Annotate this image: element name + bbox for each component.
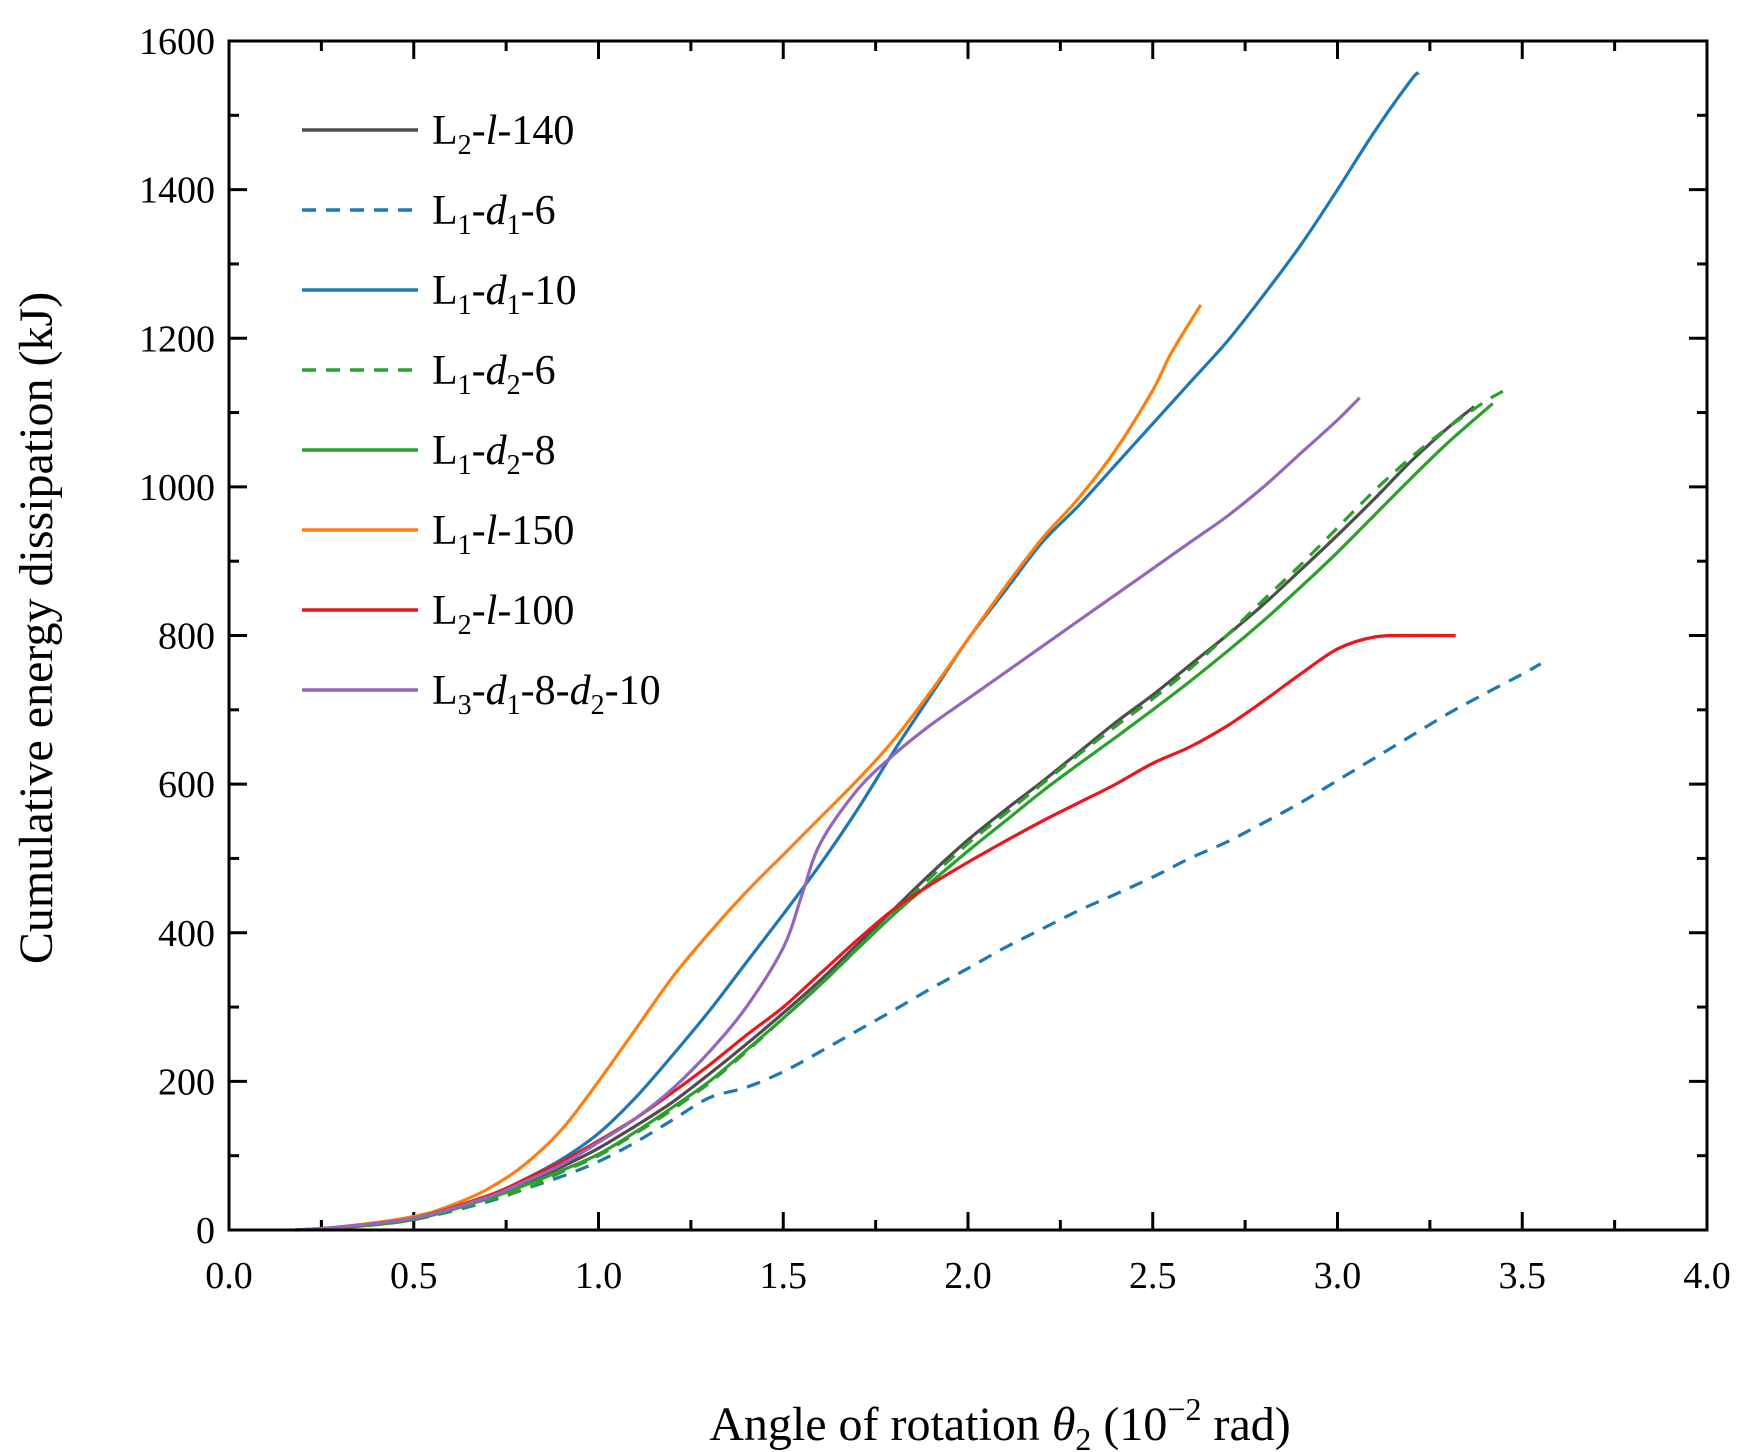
y-tick-label: 800	[158, 616, 215, 658]
series-line-l3-d1-8-d2-10	[295, 396, 1361, 1232]
x-tick-label: 2.5	[1129, 1255, 1177, 1297]
series-lines	[295, 71, 1542, 1232]
x-tick-label: 3.0	[1314, 1255, 1362, 1297]
series-line-l2-l-100	[295, 633, 1456, 1232]
plot-frame	[227, 39, 1709, 1232]
legend-label-l1-d1-10: L1-d1-10	[432, 268, 577, 321]
legend: L2-l-140 L1-d1-6 L1-d1-10 L1-d2-6 L1-d2-8 L1-…	[302, 108, 661, 721]
legend-label-l2-l-100: L2-l-100	[432, 588, 574, 641]
legend-label-l1-d1-6: L1-d1-6	[432, 188, 556, 241]
y-tick-label: 200	[158, 1061, 215, 1103]
x-tick-label: 2.0	[944, 1255, 992, 1297]
legend-label-l1-l-150: L1-l-150	[432, 508, 574, 561]
series-line-l1-d1-10	[295, 71, 1421, 1232]
legend-label-l2-l-140: L2-l-140	[432, 108, 574, 161]
y-tick-label: 0	[196, 1210, 215, 1252]
y-tick-label: 1200	[139, 318, 215, 360]
x-tick-label: 1.5	[760, 1255, 808, 1297]
series-line-l1-d2-8	[295, 402, 1494, 1232]
x-tick-label: 0.5	[390, 1255, 438, 1297]
y-tick-labels: 0 200 400 600 800 1000 1200 1400 1600	[139, 21, 215, 1252]
y-axis-title: Cumulative energy dissipation (kJ)	[10, 292, 63, 964]
y-tick-label: 600	[158, 764, 215, 806]
legend-label-l1-d2-8: L1-d2-8	[432, 428, 556, 481]
series-line-l1-l-150	[295, 303, 1203, 1232]
legend-label-l1-d2-6: L1-d2-6	[432, 348, 556, 401]
x-tick-label: 4.0	[1683, 1255, 1731, 1297]
x-axis-title: Angle of rotation θ2 (10−2 rad)	[709, 1391, 1290, 1452]
y-tick-label: 1400	[139, 170, 215, 212]
x-tick-label: 3.5	[1499, 1255, 1547, 1297]
x-tick-labels: 0.0 0.5 1.0 1.5 2.0 2.5 3.0 3.5 4.0	[205, 1255, 1731, 1297]
series-line-l1-d1-6	[295, 662, 1542, 1232]
y-tick-label: 1000	[139, 467, 215, 509]
axis-ticks	[227, 39, 1709, 1232]
x-tick-label: 1.0	[575, 1255, 623, 1297]
y-tick-label: 400	[158, 913, 215, 955]
x-tick-label: 0.0	[205, 1255, 253, 1297]
legend-label-l3-d1-8-d2-10: L3-d1-8-d2-10	[432, 668, 661, 721]
y-tick-label: 1600	[139, 21, 215, 63]
